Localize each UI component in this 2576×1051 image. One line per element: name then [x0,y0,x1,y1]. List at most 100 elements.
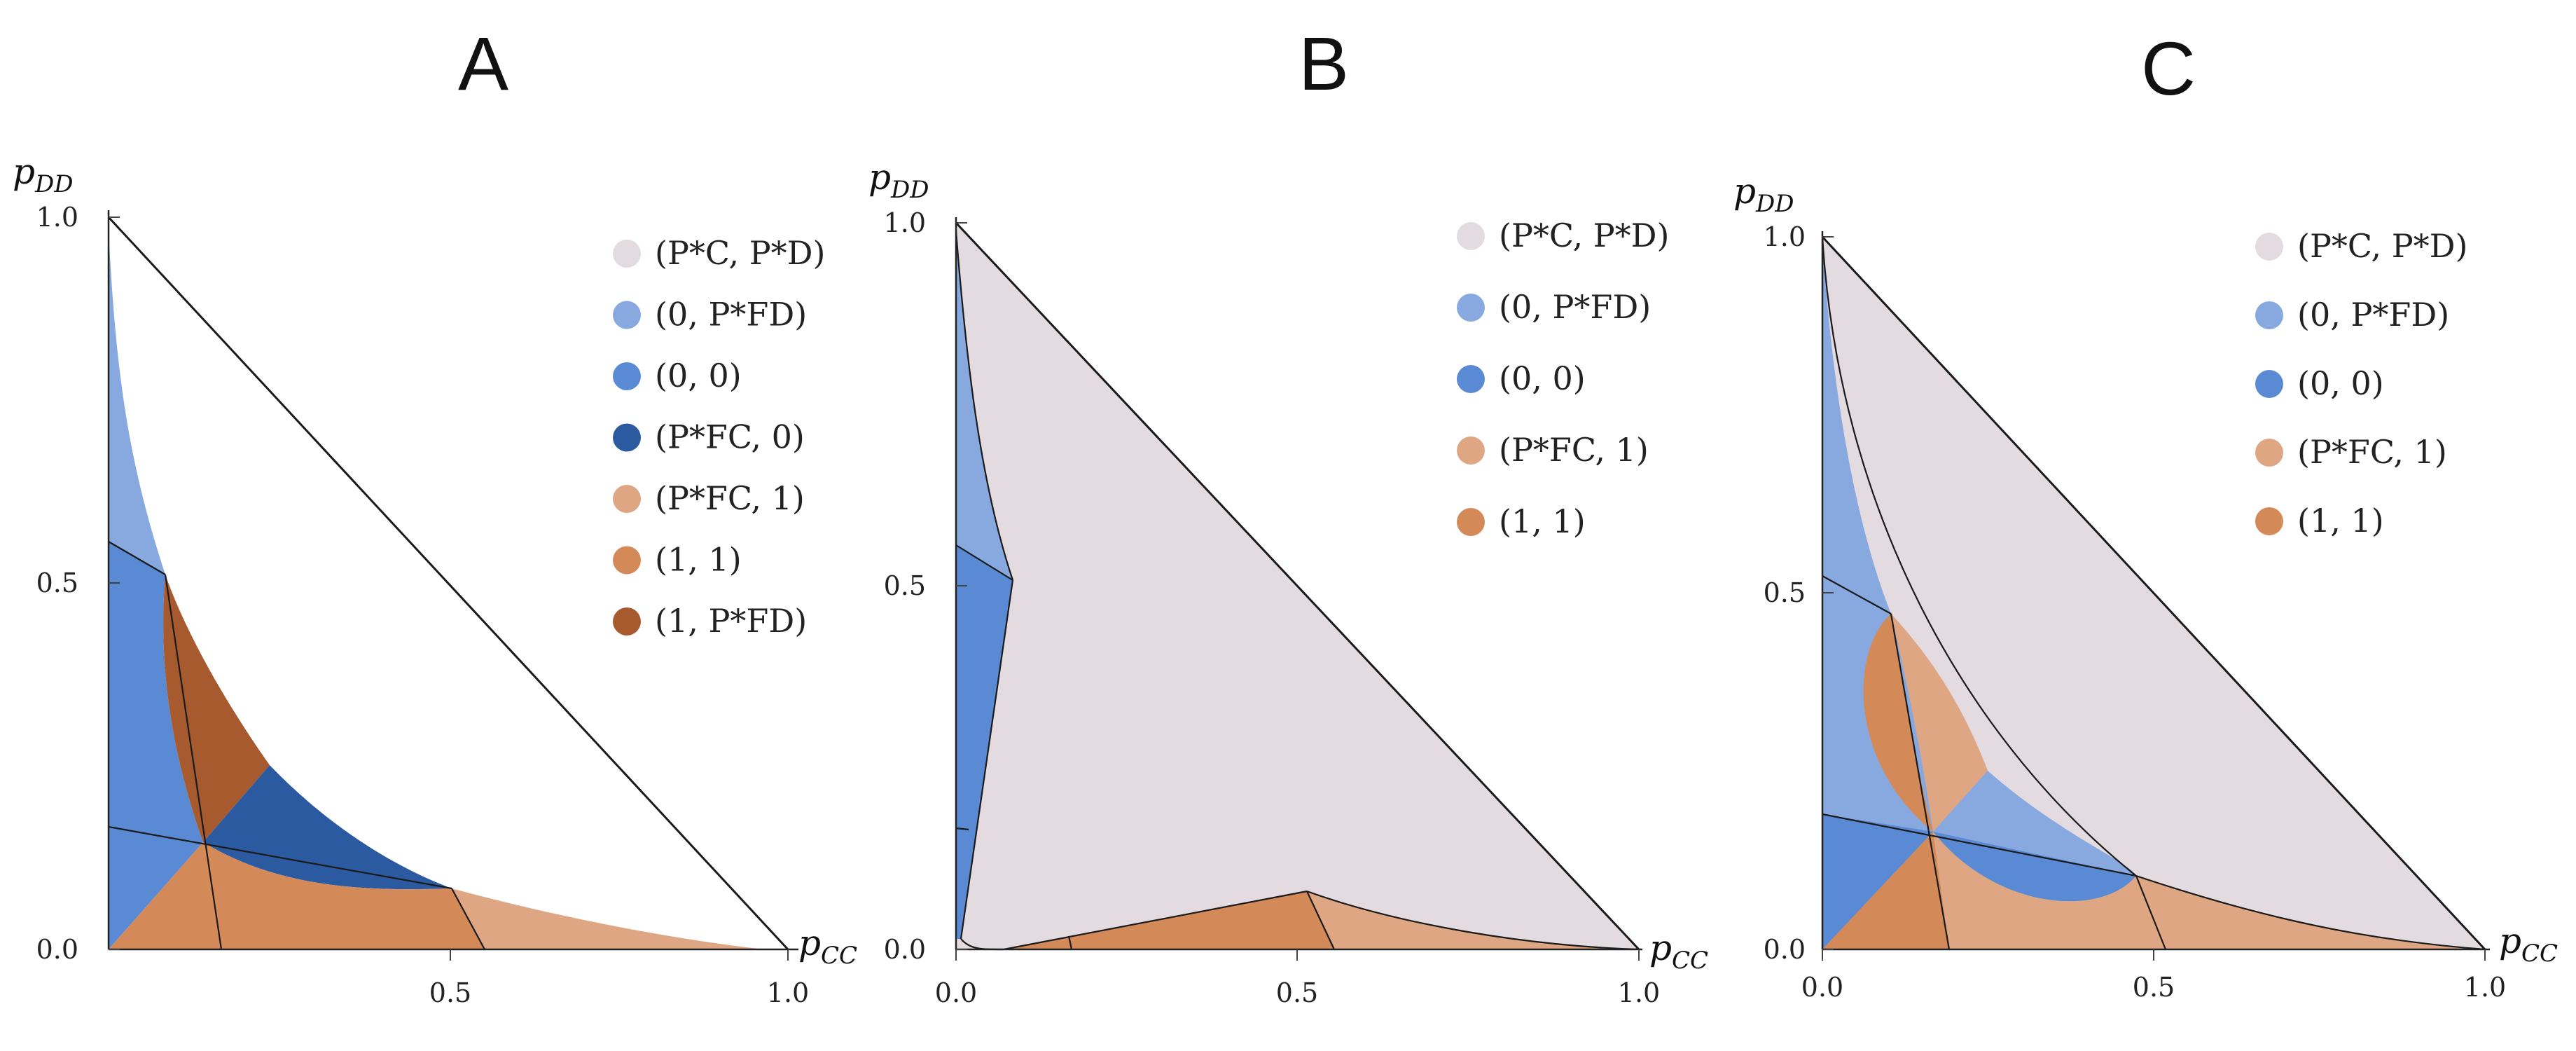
panel-b-legend: (P*C, P*D) (0, P*FD) (0, 0) (P*FC, 1) (1, 1) [1457,217,1669,540]
legend-swatch [613,546,641,575]
legend-swatch [1457,222,1485,250]
legend-swatch [613,607,641,636]
panel-c-legend: (P*C, P*D) (0, P*FD) (0, 0) (P*FC, 1) (1, 1) [2255,227,2467,540]
panel-c-region-0-0 [1822,814,1933,949]
legend-label: (0, 0) [2297,364,2384,402]
panel-a-region-0-0 [109,542,203,949]
legend-swatch [1457,437,1485,465]
panel-a-y-tick-label: 0.5 [36,568,78,598]
panel-b: B 0.0 0.5 1.0 0.0 0.5 1.0 pDD pCC (P*C, … [868,21,1708,1008]
panel-b-boundary [955,231,1014,581]
panel-c-region-1-1-lower [1822,832,1949,949]
legend-swatch [613,485,641,513]
panel-c-region-pfc-1-upper [1891,614,1988,832]
panel-b-boundary [960,579,1014,940]
panel-c: C 0.0 0.5 1.0 0.0 0.5 1.0 pDD pCC (P*C, … [1733,26,2558,1003]
panel-a-boundary [108,541,166,575]
legend-label: (P*C, P*D) [2297,227,2467,265]
panel-b-boundary [955,827,969,831]
panel-b-region-pfc-1 [1307,891,1639,949]
legend-label: (P*FC, 1) [2297,433,2447,471]
panel-a-x-tick-label: 1.0 [767,977,809,1008]
panel-b-boundary [1306,891,1335,950]
legend-swatch [2255,439,2283,467]
panel-c-x-tick-label: 1.0 [2464,972,2506,1003]
legend-label: (1, 1) [1499,502,1586,540]
panel-a-y-tick-label: 0.0 [36,934,78,965]
panel-c-title: C [2141,26,2196,111]
panel-c-x-axis-label: pCC [2499,921,2558,968]
legend-label: (1, 1) [655,541,742,579]
panel-b-y-tick-label: 0.0 [884,934,926,965]
legend-label: (0, 0) [1499,359,1586,397]
panel-c-x-tick-label: 0.5 [2133,972,2175,1003]
panel-c-y-tick-label: 0.0 [1764,934,1806,965]
panel-a-x-axis-label: pCC [798,923,857,970]
panel-c-boundary [1822,575,1892,614]
panel-c-region-pfc-1-lower [1933,832,2485,949]
panel-c-boundary [1822,813,2137,877]
legend-swatch [1457,294,1485,322]
panel-c-boundary [1821,236,2486,951]
panel-a-region-pfc-0 [203,765,452,890]
legend-label: (1, 1) [2297,502,2384,540]
panel-b-region-0-pfd [956,231,1013,580]
legend-label: (P*FC, 1) [655,479,805,517]
panel-c-boundary [2135,875,2167,950]
panel-c-boundary [1890,613,1951,950]
panel-c-x-tick-label: 0.0 [1801,972,1843,1003]
panel-b-y-tick-label: 1.0 [884,207,926,238]
panel-b-x-axis-label: pCC [1649,928,1708,975]
panel-b-region-1-1 [1004,891,1334,949]
legend-label: (P*FC, 0) [655,418,805,456]
legend-swatch [613,362,641,390]
panel-a-x-tick-label: 0.5 [429,977,471,1008]
panel-c-y-tick-label: 1.0 [1764,221,1806,252]
panel-c-region-0-0-lower [1933,832,2136,902]
panel-a-title: A [458,21,508,106]
panel-b-y-axis-label: pDD [868,157,929,204]
legend-swatch [2255,370,2283,398]
panel-a-boundary [451,888,485,950]
panel-c-y-tick-label: 0.5 [1764,577,1806,608]
panel-a: A 0.0 0.5 1.0 0.5 1.0 pDD pCC (P*C, P*D)… [13,21,857,1008]
panel-b-boundary [955,544,1013,581]
legend-label: (P*C, P*D) [655,234,825,272]
panel-a-boundary [108,825,452,890]
legend-swatch [1457,365,1485,393]
panel-b-region-0-0 [956,545,1013,939]
legend-swatch [2255,507,2283,535]
panel-c-region-1-1-upper [1863,614,1933,832]
panel-b-x-tick-label: 0.5 [1276,977,1318,1008]
legend-swatch [613,301,641,329]
panel-b-boundary [1067,935,1073,950]
legend-swatch [2255,301,2283,329]
panel-a-region-1-1 [109,842,485,949]
panel-a-y-axis-label: pDD [13,151,74,198]
panel-a-region-1-pfd [163,575,270,842]
legend-swatch [613,240,641,268]
panel-a-y-tick-label: 1.0 [36,202,78,233]
panel-b-hypotenuse [955,221,1640,951]
legend-label: (1, P*FD) [655,602,807,640]
panel-a-region-pfc-1 [452,888,763,949]
legend-swatch [1457,508,1485,536]
legend-label: (P*FC, 1) [1499,431,1649,469]
panel-a-region-0-pfd [109,231,165,575]
legend-swatch [613,423,641,452]
panel-b-title: B [1299,21,1349,106]
panel-a-legend: (P*C, P*D) (0, P*FD) (0, 0) (P*FC, 0) (P*FC,… [613,234,825,640]
panel-b-y-tick-label: 0.5 [884,570,926,601]
panel-c-region-0-pfd [1822,237,2485,949]
legend-label: (0, P*FD) [2297,296,2449,334]
panel-a-hypotenuse [107,216,789,951]
panel-b-x-tick-label: 1.0 [1618,977,1660,1008]
legend-label: (0, P*FD) [1499,288,1651,326]
panel-a-boundary [164,574,223,950]
legend-label: (0, 0) [655,357,742,394]
panel-c-hypotenuse [1821,235,2486,951]
panel-c-y-axis-label: pDD [1733,171,1794,218]
legend-label: (P*C, P*D) [1499,217,1669,254]
panel-b-boundary [1306,890,1640,951]
panel-b-x-tick-label: 0.0 [935,977,977,1008]
